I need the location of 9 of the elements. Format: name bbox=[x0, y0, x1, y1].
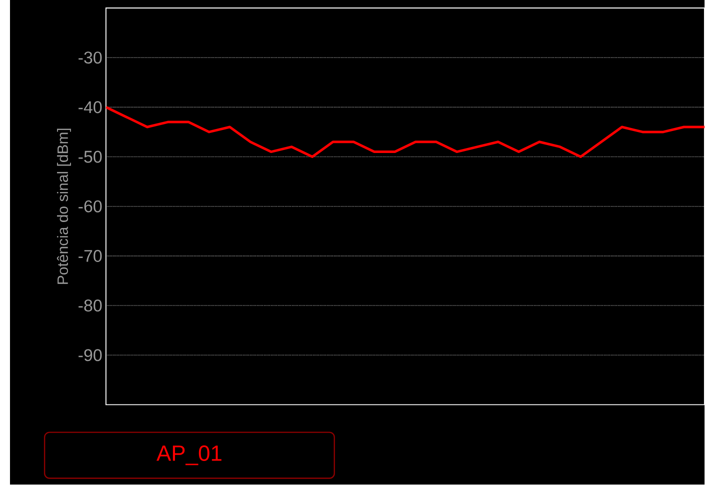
y-tick-label: -50 bbox=[78, 150, 102, 163]
y-tick-label: -80 bbox=[78, 300, 102, 312]
y-tick-label: -40 bbox=[78, 101, 102, 114]
y-tick-label: -90 bbox=[78, 349, 102, 362]
y-tick-label: -70 bbox=[78, 250, 102, 262]
text: AP_01 bbox=[156, 446, 222, 466]
y-tick-label: -60 bbox=[78, 200, 102, 213]
y-tick-label: -30 bbox=[78, 52, 102, 64]
y-axis-title: Potência do sinal [dBm] bbox=[56, 128, 71, 284]
